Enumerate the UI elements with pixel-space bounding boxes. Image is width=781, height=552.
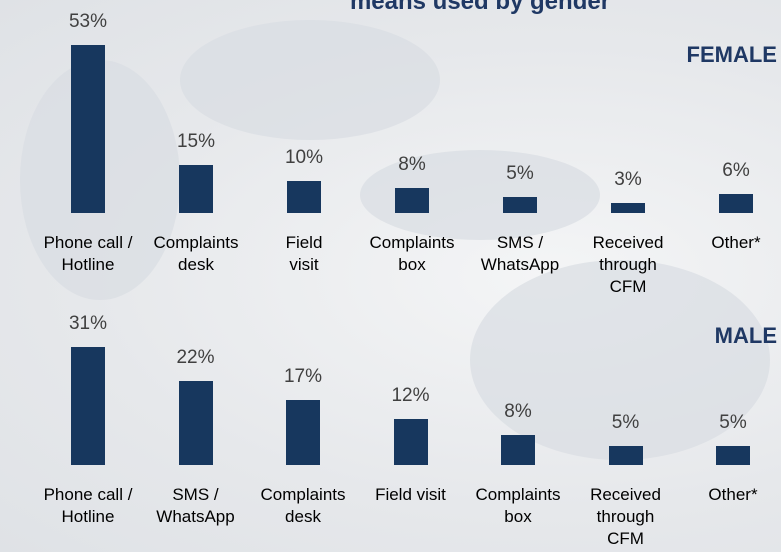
category-label: Phone call / Hotline (43, 485, 133, 526)
category-label: Field visit (285, 233, 323, 274)
category-label: Phone call / Hotline (43, 233, 133, 274)
value-label: 22% (176, 347, 215, 369)
bar (393, 419, 428, 465)
bar (716, 445, 750, 465)
value-label: 8% (398, 153, 426, 175)
bar (719, 193, 753, 213)
value-label: 31% (68, 313, 108, 334)
category-label: SMS / WhatsApp (156, 485, 235, 526)
bar (503, 197, 537, 213)
value-label: 5% (719, 411, 747, 433)
bar (179, 165, 213, 213)
category-label: Other* (708, 485, 758, 504)
map-shape (470, 260, 770, 460)
bar (608, 445, 643, 465)
value-label: 17% (283, 366, 323, 388)
bar (286, 400, 320, 465)
section-title: MALE (714, 323, 777, 348)
category-label: Field visit (375, 485, 446, 504)
bar (287, 181, 321, 213)
value-label: 10% (284, 147, 324, 169)
category-label: Received through CFM (590, 485, 661, 548)
value-label: 12% (391, 385, 430, 407)
section-title: FEMALE (686, 42, 777, 67)
chart-title: means used by gender (349, 0, 611, 15)
bar (71, 45, 105, 213)
category-label: Complaints desk (260, 485, 346, 526)
bar (395, 187, 429, 213)
category-label: Complaints desk (153, 233, 239, 274)
category-label: Complaints box (475, 485, 561, 526)
category-label: Other* (711, 233, 761, 252)
category-label: Complaints box (369, 233, 455, 274)
map-shape (180, 20, 440, 140)
value-label: 8% (504, 400, 532, 422)
value-label: 15% (176, 131, 216, 153)
value-label: 6% (722, 159, 750, 181)
bar (71, 347, 105, 465)
bar (178, 381, 213, 465)
value-label: 53% (68, 11, 108, 32)
value-label: 5% (611, 411, 640, 433)
value-label: 5% (506, 163, 534, 185)
bar (611, 203, 645, 213)
value-label: 3% (614, 169, 642, 191)
category-label: SMS / WhatsApp (480, 233, 560, 274)
bar (501, 434, 535, 465)
category-label: Received through CFM (592, 233, 664, 296)
